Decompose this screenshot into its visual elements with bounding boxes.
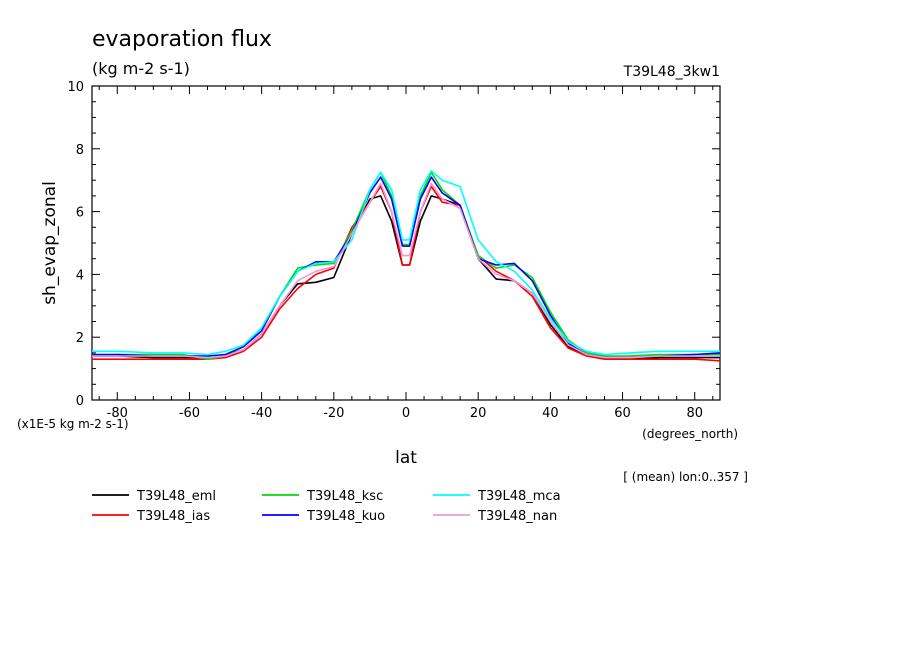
- legend-label-t39l48-mca: T39L48_mca: [477, 489, 561, 504]
- chart-title: evaporation flux: [92, 27, 272, 52]
- y-tick-label: 6: [76, 206, 84, 221]
- y-tick-label: 4: [76, 268, 84, 283]
- x-tick-label: 60: [614, 406, 631, 421]
- footnote: [ (mean) lon:0..357 ]: [623, 470, 748, 484]
- legend-label-t39l48-kuo: T39L48_kuo: [306, 509, 385, 524]
- y-tick-label: 0: [76, 394, 84, 409]
- y-axis-label: sh_evap_zonal: [40, 181, 60, 305]
- x-tick-label: 0: [402, 406, 410, 421]
- legend-label-t39l48-ias: T39L48_ias: [136, 509, 210, 524]
- x-tick-label: -60: [179, 406, 200, 421]
- chart-subtitle: (kg m-2 s-1): [92, 59, 190, 78]
- legend-label-t39l48-nan: T39L48_nan: [477, 509, 557, 524]
- y-tick-labels: 0 2 4 6 8 10: [67, 80, 84, 409]
- series-line-t39l48-mca: [92, 170, 720, 356]
- x-axis-label: lat: [395, 448, 417, 468]
- x-tick-label: 20: [470, 406, 487, 421]
- y-tick-label: 8: [76, 143, 84, 158]
- axis-ticks: [92, 85, 720, 401]
- x-tick-label: -20: [323, 406, 344, 421]
- y-tick-label: 10: [67, 80, 84, 95]
- x-units-label: (degrees_north): [642, 427, 738, 441]
- legend-label-t39l48-eml: T39L48_eml: [136, 489, 216, 504]
- series-line-t39l48-kuo: [92, 176, 721, 359]
- series-line-t39l48-ias: [92, 185, 721, 362]
- x-tick-labels: -80 -60 -40 -20 0 20 40 60 80: [107, 406, 703, 421]
- series-line-t39l48-eml: [92, 195, 720, 361]
- y-tick-label: 2: [76, 331, 84, 346]
- x-tick-label: 80: [686, 406, 703, 421]
- legend: T39L48_eml T39L48_ksc T39L48_mca T39L48_ias…: [92, 489, 561, 524]
- series-line-t39l48-nan: [92, 182, 720, 359]
- x-tick-label: -80: [107, 406, 128, 421]
- series-lines: [91, 170, 721, 362]
- run-label: T39L48_3kw1: [623, 64, 720, 80]
- x-tick-label: 40: [542, 406, 559, 421]
- legend-label-t39l48-ksc: T39L48_ksc: [306, 489, 383, 504]
- y-scale-note: (x1E-5 kg m-2 s-1): [17, 417, 129, 431]
- x-tick-label: -40: [251, 406, 272, 421]
